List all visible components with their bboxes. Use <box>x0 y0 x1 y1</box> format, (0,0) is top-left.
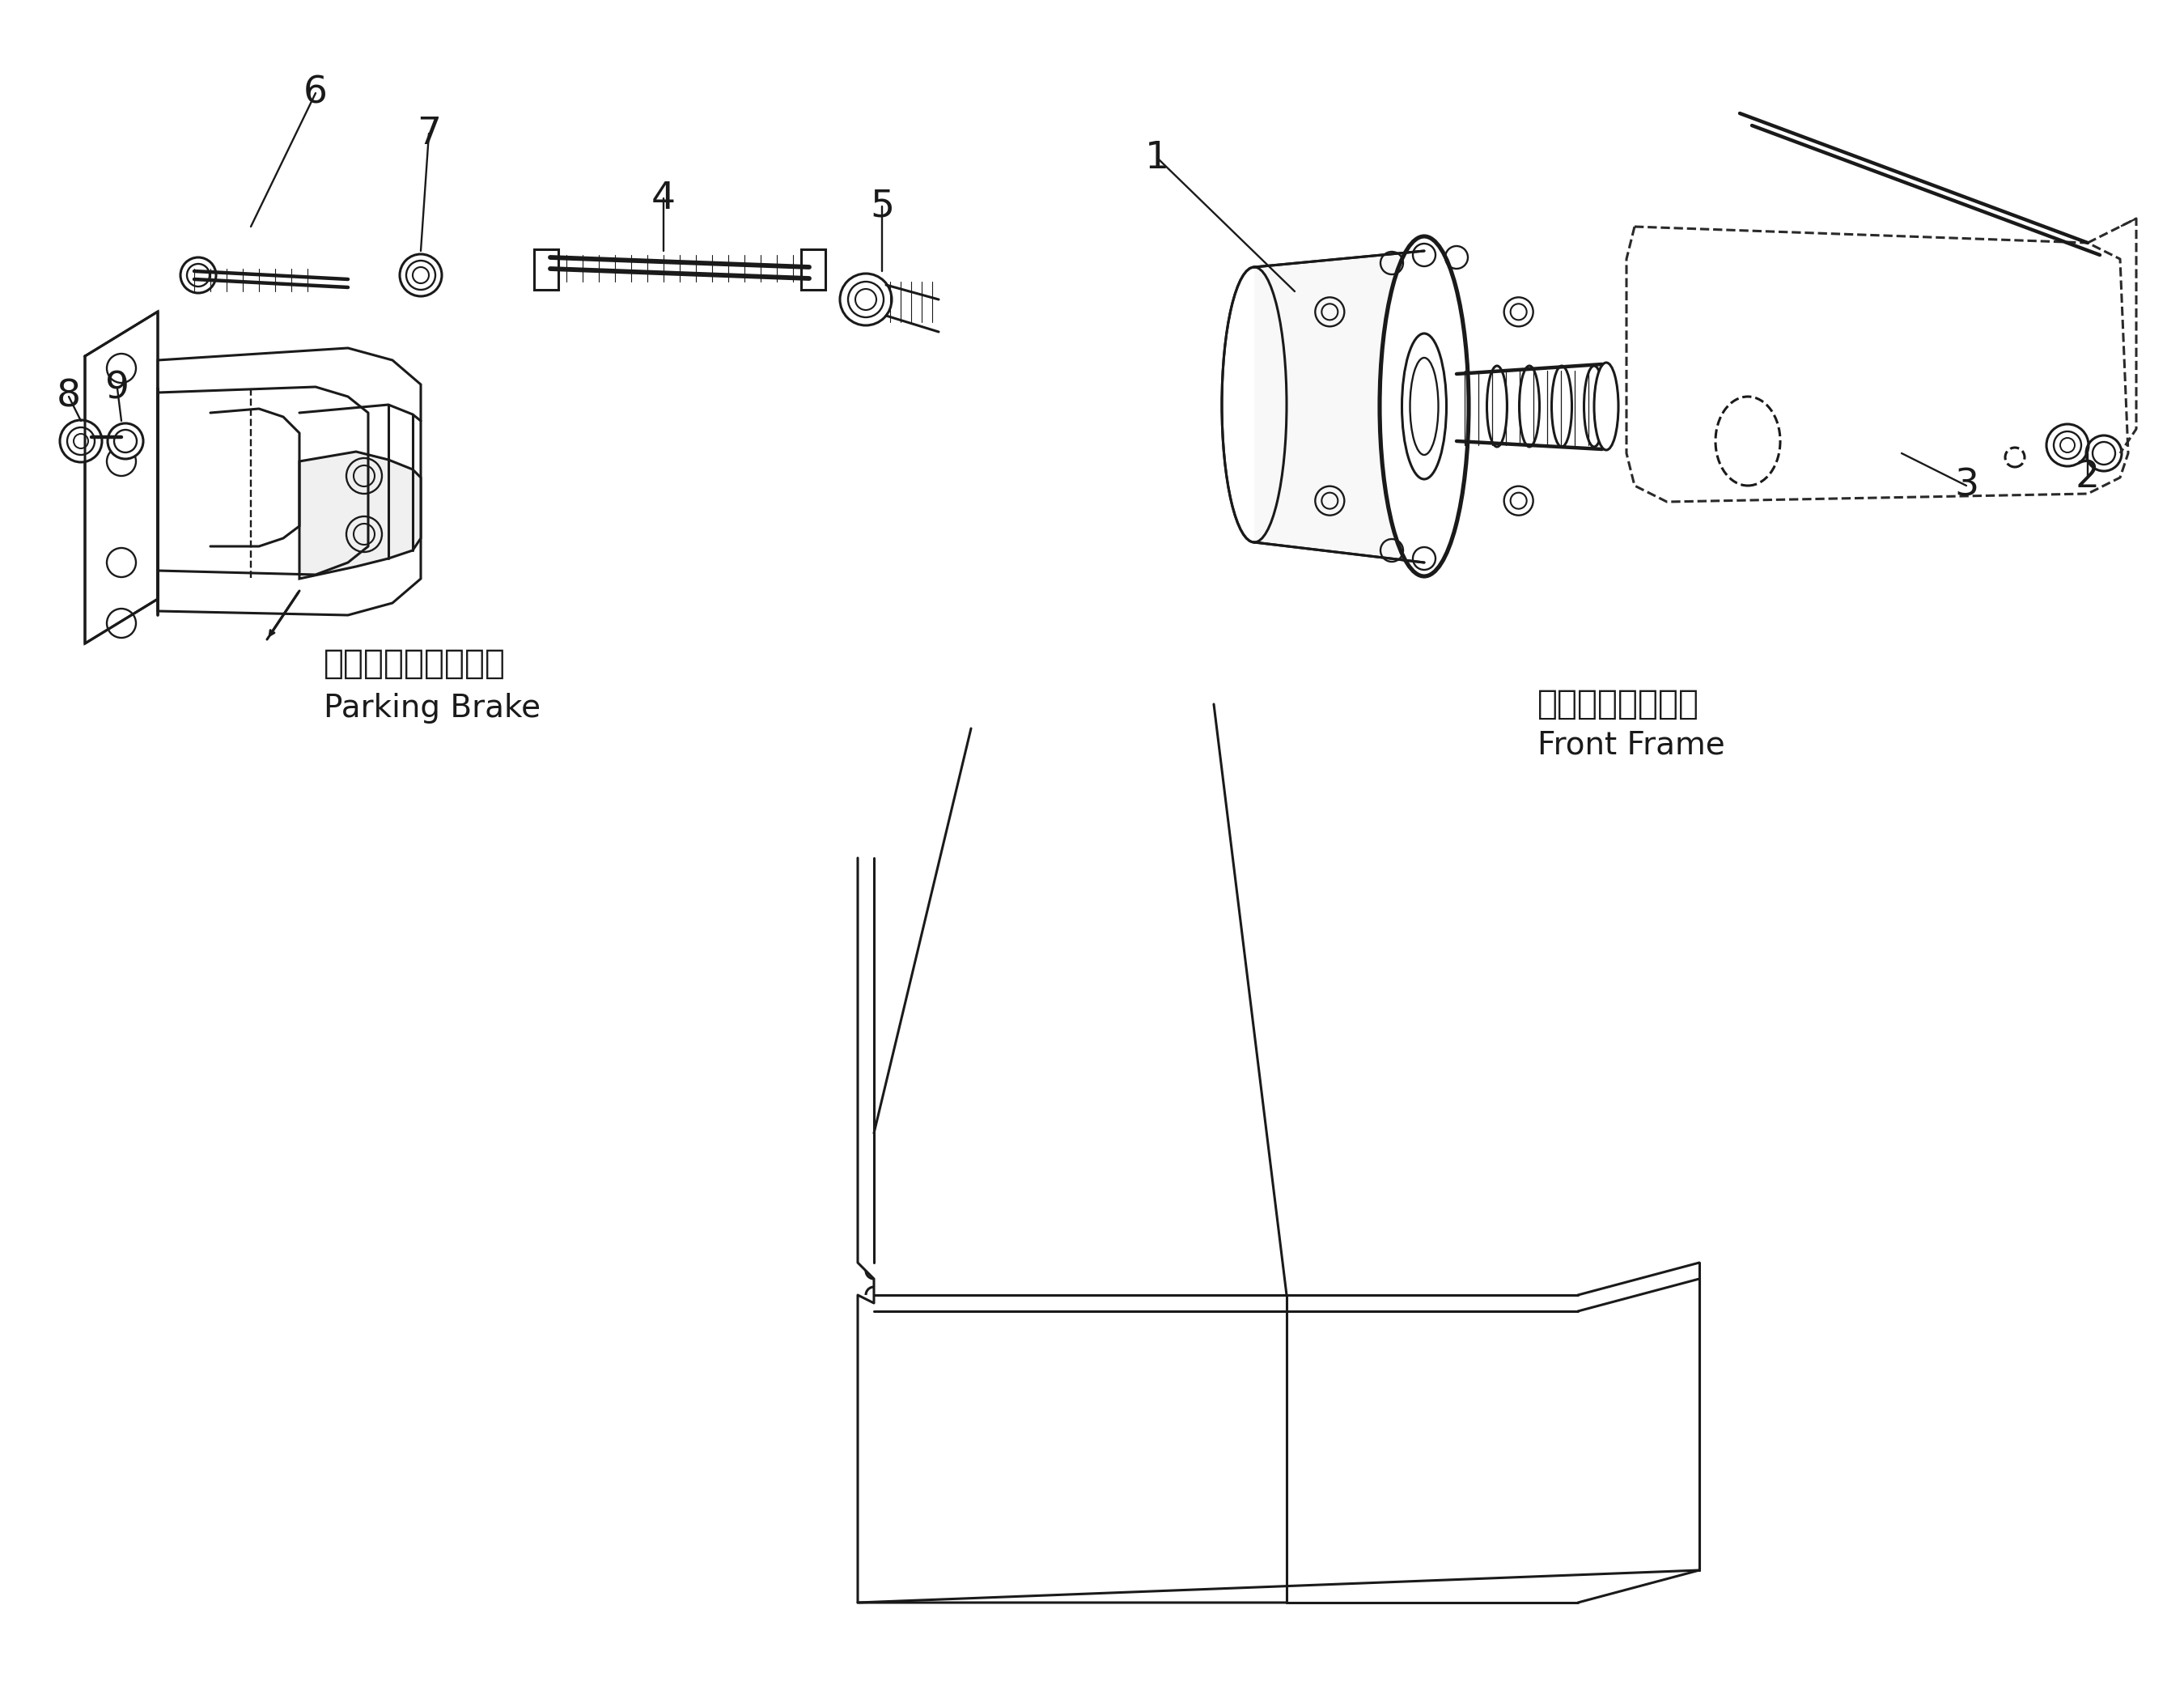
Circle shape <box>59 421 103 461</box>
Circle shape <box>400 253 441 296</box>
Circle shape <box>181 257 216 292</box>
Polygon shape <box>85 311 157 644</box>
Circle shape <box>107 422 144 460</box>
Polygon shape <box>157 348 422 615</box>
Polygon shape <box>1254 250 1424 563</box>
Text: 8: 8 <box>57 379 81 414</box>
Text: 4: 4 <box>651 181 675 216</box>
Polygon shape <box>802 250 826 289</box>
Text: 1: 1 <box>1144 140 1168 176</box>
Text: 2: 2 <box>2075 460 2099 495</box>
Text: 9: 9 <box>105 370 129 407</box>
Text: 5: 5 <box>869 188 893 225</box>
Ellipse shape <box>1594 363 1618 450</box>
Text: パーキングブレーキ: パーキングブレーキ <box>323 647 507 681</box>
Polygon shape <box>535 250 559 289</box>
Polygon shape <box>299 451 422 578</box>
Text: Front Frame: Front Frame <box>1538 730 1725 760</box>
Text: Parking Brake: Parking Brake <box>323 693 542 723</box>
Circle shape <box>841 274 891 326</box>
Text: 7: 7 <box>417 115 441 152</box>
Text: フロントフレーム: フロントフレーム <box>1538 688 1699 722</box>
Text: 6: 6 <box>304 74 328 112</box>
Ellipse shape <box>1380 237 1468 576</box>
Text: 3: 3 <box>1955 468 1979 504</box>
